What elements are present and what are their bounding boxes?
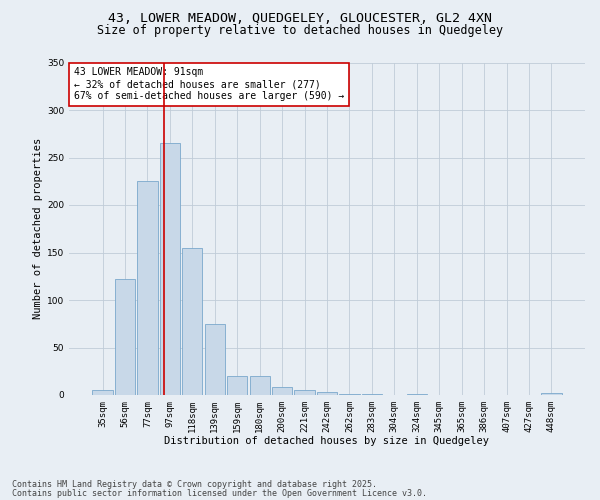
Bar (160, 143, 180, 395)
Bar (227, 376, 247, 395)
Bar (92, 390, 113, 395)
Bar (115, 279, 135, 395)
Bar (541, 393, 562, 395)
Y-axis label: Number of detached properties: Number of detached properties (33, 138, 43, 320)
Bar (340, 394, 359, 395)
Bar (137, 181, 158, 395)
Text: Size of property relative to detached houses in Quedgeley: Size of property relative to detached ho… (97, 24, 503, 37)
Bar (250, 376, 270, 395)
Text: 43, LOWER MEADOW, QUEDGELEY, GLOUCESTER, GL2 4XN: 43, LOWER MEADOW, QUEDGELEY, GLOUCESTER,… (108, 12, 492, 26)
Text: Contains HM Land Registry data © Crown copyright and database right 2025.: Contains HM Land Registry data © Crown c… (12, 480, 377, 489)
Bar (407, 394, 427, 395)
Bar (182, 248, 202, 395)
Bar (362, 394, 382, 395)
X-axis label: Distribution of detached houses by size in Quedgeley: Distribution of detached houses by size … (164, 436, 490, 446)
Bar (317, 392, 337, 395)
Bar (272, 388, 292, 395)
Bar (205, 324, 225, 395)
Bar (295, 390, 314, 395)
Text: 43 LOWER MEADOW: 91sqm
← 32% of detached houses are smaller (277)
67% of semi-de: 43 LOWER MEADOW: 91sqm ← 32% of detached… (74, 68, 344, 100)
Text: Contains public sector information licensed under the Open Government Licence v3: Contains public sector information licen… (12, 489, 427, 498)
